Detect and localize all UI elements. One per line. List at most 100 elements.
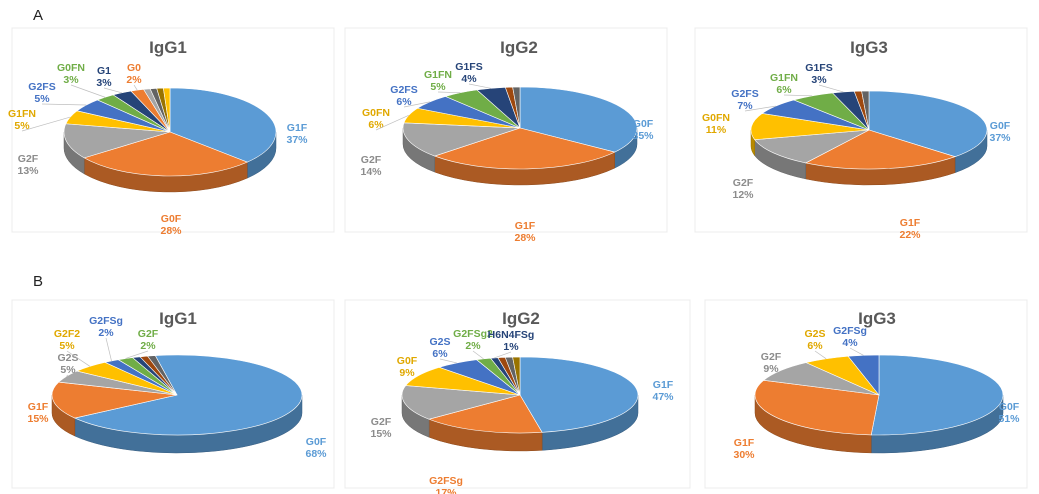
- pie-slice-g0f: [870, 354, 1004, 436]
- data-label-name: G2FSg: [89, 315, 123, 327]
- leader-line: [468, 83, 491, 89]
- pie-slice-g2f: [402, 122, 521, 157]
- data-label-name: G2FSg2: [453, 328, 493, 340]
- data-label-name: G0F: [397, 355, 418, 367]
- pie-slice-g2f: [754, 129, 870, 164]
- chart-title: IgG1: [159, 309, 197, 328]
- data-label-name: G0F: [633, 118, 654, 130]
- pie-slice-g1f: [519, 356, 639, 433]
- leader-line: [849, 347, 864, 356]
- data-label-percent: 6%: [368, 119, 384, 131]
- panel-label-a: A: [33, 7, 44, 24]
- data-label-percent: 3%: [63, 74, 79, 86]
- data-label-percent: 9%: [399, 367, 415, 379]
- leader-line: [125, 350, 149, 359]
- data-label-percent: 5%: [59, 340, 75, 352]
- chart-title: IgG1: [149, 38, 187, 57]
- data-label-name: G2F2: [54, 328, 80, 340]
- data-label-name: G0: [127, 62, 141, 74]
- data-label-name: G0F: [306, 436, 327, 448]
- leader-line: [133, 84, 138, 91]
- pie-slice-minor: [512, 86, 521, 129]
- data-label-percent: 2%: [126, 74, 142, 86]
- leader-line: [41, 103, 87, 106]
- data-label-name: G1F: [900, 217, 921, 229]
- data-label-percent: 2%: [140, 340, 156, 352]
- data-label-percent: 4%: [461, 73, 477, 85]
- data-label-percent: 11%: [706, 124, 727, 136]
- data-label-percent: 2%: [98, 327, 114, 339]
- data-label-name: G1FN: [770, 72, 798, 84]
- leader-line: [375, 115, 409, 131]
- data-label-percent: 2%: [465, 340, 481, 352]
- leader-line: [439, 358, 457, 364]
- data-label-name: G2S: [57, 352, 78, 364]
- leader-line: [744, 105, 776, 112]
- data-label-percent: 47%: [652, 391, 674, 403]
- data-label-name: G0F: [990, 120, 1011, 132]
- data-label-name: G2FS: [390, 84, 417, 96]
- data-label-name: G1FS: [455, 61, 482, 73]
- leader-line: [66, 374, 69, 377]
- data-label-percent: 15%: [27, 413, 49, 425]
- pie-slice-minor: [147, 355, 178, 396]
- pie-slice-minor: [512, 356, 521, 396]
- data-label-percent: 37%: [989, 132, 1011, 144]
- data-label-name: G1F: [734, 437, 755, 449]
- chart-title: IgG2: [500, 38, 538, 57]
- data-label-percent: 35%: [632, 130, 654, 142]
- pie-slice-g0f: [868, 90, 988, 158]
- leader-line: [472, 350, 484, 360]
- data-label-name: G1FN: [424, 69, 452, 81]
- pie-slice-g2fsg: [428, 394, 543, 434]
- data-label-name: G1FS: [805, 62, 832, 74]
- data-label-name: G1F: [28, 401, 49, 413]
- leader-line: [105, 337, 112, 362]
- data-label-name: G0FN: [57, 62, 85, 74]
- data-label-percent: 14%: [360, 166, 382, 178]
- data-label-percent: 1%: [503, 341, 519, 353]
- data-label-name: G0FN: [702, 112, 730, 124]
- pie-slice-g2f: [401, 385, 521, 420]
- pie-chart-a-igg2: IgG2G0F35%G1F28%G2F14%G0FN6%G2FS6%G1FN5%…: [344, 27, 668, 244]
- leader-line: [21, 116, 71, 132]
- data-label-percent: 17%: [435, 487, 457, 494]
- leader-line: [783, 94, 813, 97]
- leader-line: [103, 87, 122, 94]
- data-label-percent: 6%: [396, 96, 412, 108]
- leader-line: [814, 350, 827, 360]
- data-label-percent: 3%: [96, 77, 112, 89]
- data-label-percent: 4%: [842, 337, 858, 349]
- leader-line: [818, 84, 844, 93]
- data-label-percent: 6%: [432, 348, 448, 360]
- pie-slice-g1f: [51, 381, 178, 419]
- data-label-percent: 15%: [370, 428, 392, 440]
- data-label-name: G2F: [733, 177, 754, 189]
- data-label-name: G2S: [429, 336, 450, 348]
- pie-slice-minor: [162, 87, 171, 133]
- chart-title: IgG3: [850, 38, 888, 57]
- data-label-percent: 13%: [17, 165, 39, 177]
- data-label-percent: 5%: [34, 93, 50, 105]
- data-label-name: G1F: [287, 122, 308, 134]
- data-label-percent: 12%: [732, 189, 754, 201]
- panel-label-b: B: [33, 273, 44, 290]
- pie-slice-g0f: [519, 86, 638, 153]
- data-label-percent: 37%: [286, 134, 308, 146]
- pie-slice-g1f: [169, 87, 277, 163]
- pie-slice-g0f: [83, 131, 249, 177]
- chart-title: IgG3: [858, 309, 896, 328]
- data-label-percent: 28%: [160, 225, 182, 237]
- data-label-percent: 68%: [305, 448, 327, 460]
- data-label-percent: 6%: [776, 84, 792, 96]
- data-label-percent: 6%: [807, 340, 823, 352]
- data-label-name: G2FSg: [429, 475, 463, 487]
- data-label-name: G1F: [515, 220, 536, 232]
- pie-chart-a-igg1: IgG1G1F37%G0F28%G2F13%G1FN5%G2FS5%G0FN3%…: [8, 27, 335, 237]
- pie-slice-minor: [861, 90, 870, 131]
- data-label-percent: 7%: [737, 100, 753, 112]
